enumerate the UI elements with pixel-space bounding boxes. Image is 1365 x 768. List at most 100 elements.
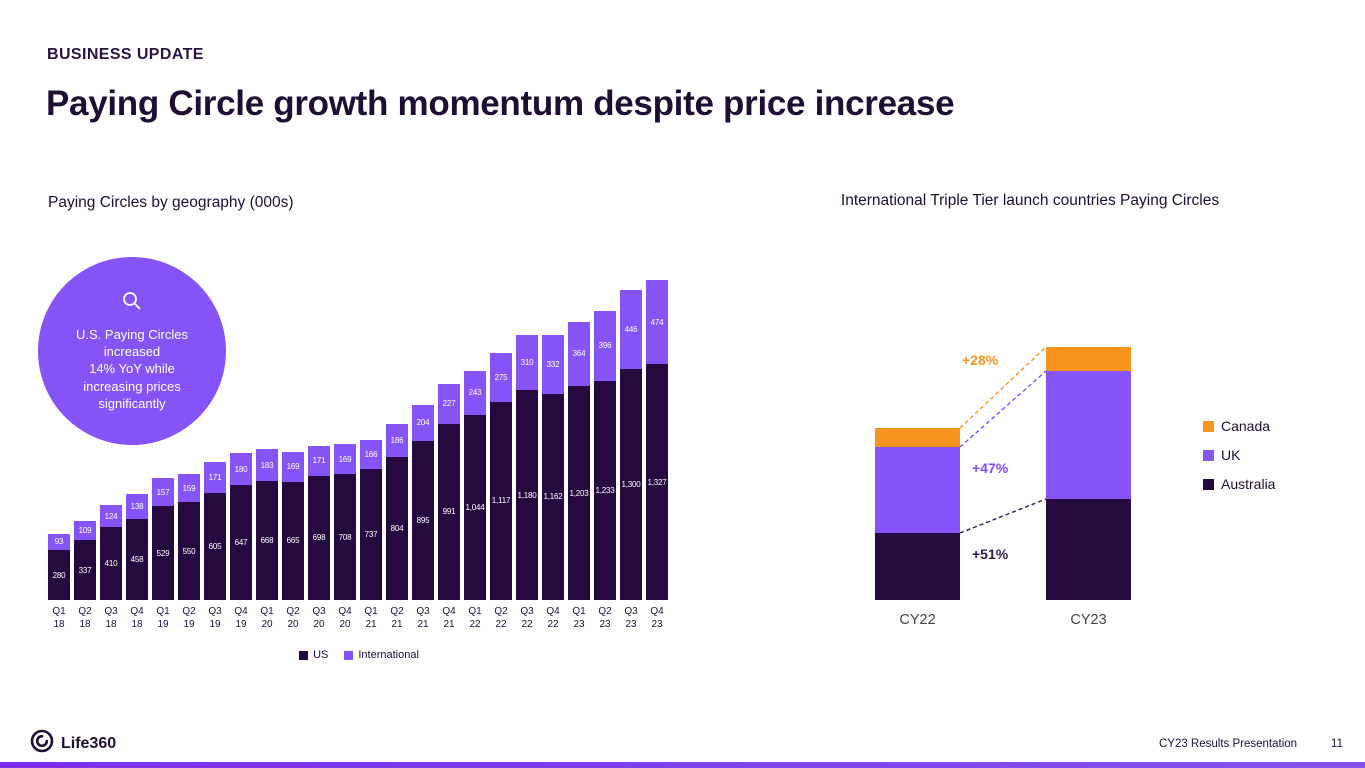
bar-segment-international: 364 (568, 321, 590, 387)
value-label: 1,117 (491, 496, 511, 506)
bar-segment-us: 1,203 (568, 386, 590, 600)
tier-segment-australia (1046, 499, 1131, 600)
bar-segment-international: 474 (646, 280, 668, 365)
value-label: 180 (234, 464, 248, 474)
value-label: 458 (130, 554, 144, 564)
x-axis-label: Q2 23 (598, 606, 612, 630)
bar-group: 364 1,203 (568, 321, 590, 600)
bar-group: 275 1,117 (490, 352, 512, 600)
tier-segment-canada (1046, 347, 1131, 371)
bar-segment-international: 159 (178, 474, 200, 503)
legend-label: Australia (1221, 476, 1276, 492)
x-axis-label: Q1 21 (364, 606, 378, 630)
value-label: 275 (494, 372, 508, 382)
x-axis-label: Q2 21 (390, 606, 404, 630)
value-label: 169 (286, 462, 300, 472)
value-label: 138 (130, 501, 144, 511)
growth-label-uk: +47% (972, 460, 1009, 476)
value-label: 93 (54, 537, 64, 547)
bar-segment-us: 698 (308, 475, 330, 600)
geo-chart-x-axis: Q1 18 Q2 18 Q3 18 Q4 18 Q1 19 Q2 19 Q3 19 Q4 19 Q1 20 Q2 20… (48, 606, 670, 631)
bar-segment-international: 169 (282, 451, 304, 482)
bar-group: 332 1,162 (542, 334, 564, 600)
value-label: 186 (390, 436, 404, 446)
value-label: 1,327 (647, 477, 667, 487)
value-label: 446 (624, 324, 638, 334)
value-label: 109 (78, 525, 92, 535)
life360-logo-icon (30, 729, 54, 758)
bar-segment-international: 310 (516, 335, 538, 391)
presentation-name: CY23 Results Presentation (1158, 738, 1298, 750)
value-label: 708 (338, 532, 352, 542)
value-label: 737 (364, 530, 378, 540)
page-title: Paying Circle growth momentum despite pr… (46, 84, 955, 123)
bar-segment-us: 991 (438, 423, 460, 600)
value-label: 1,300 (621, 480, 641, 490)
bar-segment-us: 458 (126, 518, 148, 600)
value-label: 280 (52, 570, 66, 580)
bar-group: 171 605 (204, 462, 226, 600)
x-axis-label: Q3 22 (520, 606, 534, 630)
x-axis-label: Q4 23 (650, 606, 664, 630)
value-label: 310 (520, 358, 534, 368)
x-axis-label: Q1 18 (52, 606, 66, 630)
bottom-accent-bar (0, 762, 1365, 768)
tier-chart-plot: +28% +47% +51% CY22 CY23 (860, 330, 1160, 630)
brand-name: Life360 (61, 734, 117, 752)
bar-segment-international: 396 (594, 310, 616, 381)
bar-segment-international: 138 (126, 494, 148, 519)
x-axis-label: Q3 18 (104, 606, 118, 630)
bar-segment-international: 227 (438, 383, 460, 424)
value-label: 550 (182, 546, 196, 556)
geo-chart-bars: 93 280 109 337 124 410 138 458 157 529 159 550 171 60… (48, 258, 670, 600)
bar-group: 109 337 (74, 520, 96, 600)
bar-segment-us: 1,180 (516, 390, 538, 600)
bar-segment-us: 1,044 (464, 414, 486, 600)
footer-right: CY23 Results Presentation 11 (1159, 738, 1343, 750)
bar-group: 474 1,327 (646, 280, 668, 600)
value-label: 157 (156, 487, 170, 497)
tier-segment-uk (1046, 371, 1131, 499)
geo-chart-title: Paying Circles by geography (000s) (48, 194, 294, 211)
callout-text: U.S. Paying Circles increased 14% YoY whil… (76, 326, 188, 412)
bar-segment-us: 529 (152, 506, 174, 600)
bar-segment-us: 647 (230, 485, 252, 600)
value-label: 364 (572, 349, 586, 359)
value-label: 332 (546, 359, 560, 369)
bar-segment-international: 109 (74, 520, 96, 541)
bar-segment-us: 737 (360, 469, 382, 600)
value-label: 124 (104, 511, 118, 521)
bar-group: 227 991 (438, 383, 460, 600)
callout-line: U.S. Paying Circles (76, 327, 188, 343)
bar-segment-international: 332 (542, 334, 564, 394)
value-label: 804 (390, 524, 404, 534)
tier-connectors (959, 346, 1047, 534)
bar-segment-international: 186 (386, 424, 408, 458)
bar-group: 180 647 (230, 453, 252, 600)
value-label: 1,203 (569, 488, 589, 498)
value-label: 474 (650, 317, 664, 327)
bar-segment-us: 605 (204, 492, 226, 600)
geo-chart: 93 280 109 337 124 410 138 458 157 529 159 550 171 60… (48, 258, 670, 661)
value-label: 668 (260, 536, 274, 546)
bar-group: 204 895 (412, 404, 434, 600)
tier-x-label: CY22 (899, 612, 936, 628)
bar-segment-international: 275 (490, 352, 512, 402)
magnifier-icon (120, 290, 144, 319)
bar-group: 243 1,044 (464, 371, 486, 600)
legend-swatch (299, 650, 309, 660)
x-axis-label: Q3 20 (312, 606, 326, 630)
legend-item: US (299, 649, 328, 661)
bar-group: 138 458 (126, 494, 148, 600)
value-label: 337 (78, 565, 92, 575)
x-axis-label: Q2 18 (78, 606, 92, 630)
bar-segment-international: 169 (334, 444, 356, 475)
value-label: 169 (338, 454, 352, 464)
tier-chart-title: International Triple Tier launch countri… (840, 192, 1220, 209)
value-label: 1,180 (517, 490, 537, 500)
callout-line: increased (103, 344, 161, 360)
legend-item: UK (1203, 447, 1275, 463)
bar-group: 310 1,180 (516, 335, 538, 600)
tier-chart-legend: Canada UK Australia (1203, 418, 1275, 492)
